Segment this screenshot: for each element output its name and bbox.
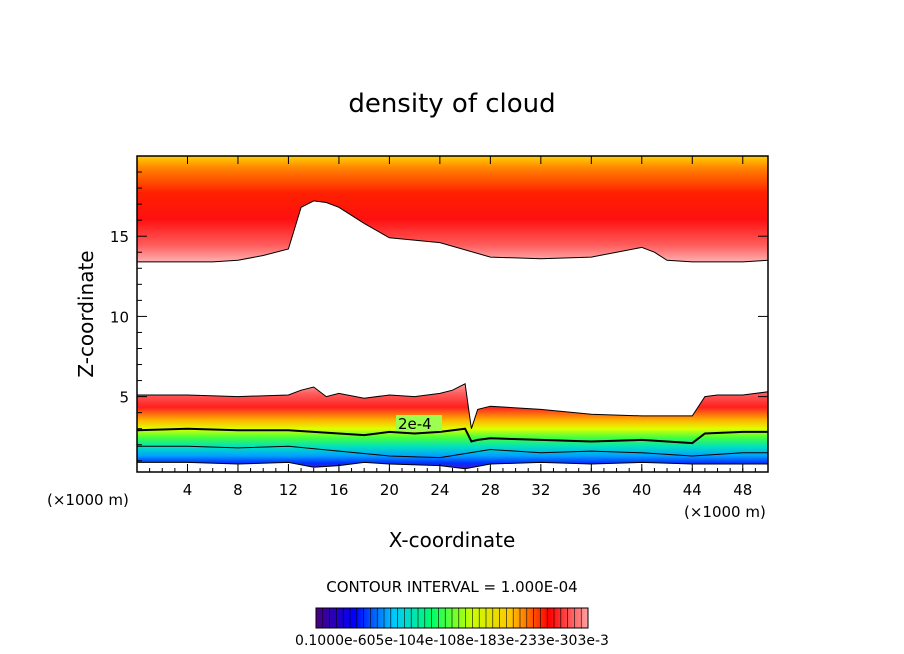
x-tick-label: 36 xyxy=(582,481,601,499)
x-tick-label: 44 xyxy=(683,481,702,499)
plot-area xyxy=(137,156,768,470)
y-tick-label: 10 xyxy=(110,308,129,326)
contour-line-1e-4 xyxy=(137,445,768,459)
upper-cloud-layer xyxy=(137,156,768,263)
y-axis-label: Z-coordinate xyxy=(74,250,98,377)
y-tick-label: 5 xyxy=(119,389,129,407)
x-tick-label: 8 xyxy=(233,481,243,499)
x-tick-label: 32 xyxy=(531,481,550,499)
contour-interval: CONTOUR INTERVAL = 1.000E-04 xyxy=(326,578,577,596)
contour-line-2e-4 xyxy=(137,427,768,445)
contour-label-background xyxy=(396,415,442,431)
y-axis: 5 10 15 xyxy=(110,171,768,462)
x-tick-label: 16 xyxy=(329,481,348,499)
contour-label: 2e-4 xyxy=(398,415,432,433)
x-tick-label: 48 xyxy=(733,481,752,499)
y-tick-label: 15 xyxy=(110,228,129,246)
x-unit-right: (×1000 m) xyxy=(684,503,766,521)
x-unit-left: (×1000 m) xyxy=(47,491,129,509)
lower-cloud-layer xyxy=(137,383,768,470)
chart-title: density of cloud xyxy=(348,89,555,119)
colorbar xyxy=(315,607,589,629)
x-axis: 4 8 12 16 20 24 28 32 36 40 44 48 xyxy=(149,156,756,499)
x-tick-label: 40 xyxy=(632,481,651,499)
x-tick-label: 12 xyxy=(279,481,298,499)
x-tick-label: 4 xyxy=(183,481,193,499)
x-axis-label: X-coordinate xyxy=(389,528,516,552)
x-tick-label: 28 xyxy=(481,481,500,499)
x-tick-label: 24 xyxy=(430,481,449,499)
colorbar-labels: 0.1000e-605e-104e-108e-183e-233e-303e-3 xyxy=(295,633,609,649)
x-tick-label: 20 xyxy=(380,481,399,499)
